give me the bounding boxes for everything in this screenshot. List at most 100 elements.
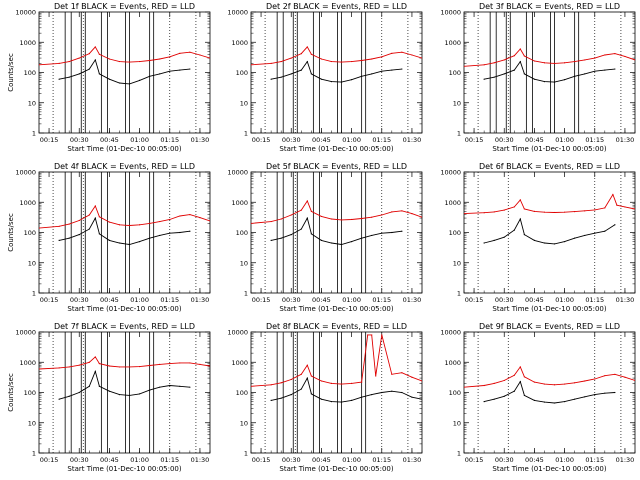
x-tick-label: 01:00 [555,136,574,144]
lld-data-point [118,60,121,63]
lld-data-point [574,211,576,213]
x-tick-label: 00:45 [312,456,331,464]
x-tick-label: 01:30 [616,296,635,304]
events-data-point [391,231,393,234]
lld-data-point [330,60,333,63]
x-tick-label: 00:45 [525,296,544,304]
x-tick-label: 01:30 [403,456,422,464]
x-tick-label: 00:45 [100,456,119,464]
lld-data-point [310,210,312,212]
events-data-point [340,243,343,246]
events-data-point [306,217,308,219]
y-tick-label: 10000 [15,169,36,177]
lld-data-point [88,214,90,216]
y-tick-label: 10000 [440,9,461,17]
x-tick-label: 00:15 [40,456,59,464]
y-tick-label: 1000 [231,199,248,207]
lld-data-point [563,211,566,213]
plot-frame [250,11,423,134]
events-data-point [330,242,333,244]
events-data-point [300,228,302,230]
x-tick-label: 01:30 [616,136,635,144]
lld-data-point [251,385,252,387]
events-data-point [483,242,485,244]
x-tick-label: 00:45 [525,136,544,144]
lld-data-point [270,62,272,64]
y-tick-label: 1000 [444,39,461,47]
x-tick-label: 01:00 [342,296,361,304]
lld-data-point [553,62,556,64]
events-data-point [604,230,606,232]
events-series-line [271,376,422,403]
y-tick-label: 100 [449,229,461,237]
y-tick-label: 10000 [15,329,36,337]
chart-panel-5: Det 5f BLACK = Events, RED = LLD 1 10 100 10… [227,162,423,313]
lld-data-point [290,378,292,381]
lld-series-line [251,46,422,66]
lld-data-point [513,374,515,376]
events-data-point [574,237,576,239]
x-tick-label: 01:30 [191,136,210,144]
y-tick-label: 10 [453,419,461,427]
lld-data-point [519,199,521,201]
lld-data-point [612,193,614,196]
lld-data-point [169,56,171,58]
x-tick-label: 01:15 [372,136,391,144]
chart-panel-9: Det 9f BLACK = Events, RED = LLD 1 10 100 10… [440,322,636,473]
lld-data-point [381,214,383,216]
lld-data-point [290,214,292,216]
events-data-point [306,60,308,63]
lld-data-point [604,375,606,377]
x-tick-label: 00:15 [252,136,271,144]
lld-data-point [169,363,171,365]
lld-data-point [300,53,302,55]
lld-data-point [624,376,626,378]
y-tick-label: 10 [240,259,248,267]
x-tick-label: 01:15 [585,456,604,464]
lld-data-point [574,60,576,63]
events-data-point [68,237,70,239]
lld-data-point [320,380,323,382]
events-data-point [361,396,363,398]
events-data-point [584,234,586,237]
y-tick-label: 1000 [231,359,248,367]
events-data-point [340,81,343,83]
lld-data-point [179,215,181,217]
events-data-point [401,68,403,70]
lld-data-point [306,46,308,48]
lld-data-point [513,206,515,208]
events-data-point [533,399,536,401]
plot-frame [463,171,636,294]
events-data-point [350,79,353,81]
lld-data-point [209,220,210,222]
lld-data-point [371,216,373,218]
lld-data-point [594,378,596,380]
lld-data-point [624,206,626,208]
y-tick-label: 1 [32,450,36,458]
events-data-point [128,243,131,246]
events-data-point [290,73,292,75]
lld-data-point [39,227,40,229]
x-axis-label: Start Time (01-Dec-10 00:05:00) [492,145,606,153]
lld-data-point [39,64,40,66]
y-tick-label: 10 [453,259,461,267]
lld-data-point [128,61,131,63]
lld-data-point [543,211,546,213]
lld-data-point [300,209,302,211]
lld-data-point [280,382,282,384]
lld-data-point [421,57,422,59]
x-tick-label: 01:00 [130,296,149,304]
y-tick-label: 1000 [19,359,36,367]
lld-data-point [300,373,302,375]
events-data-point [519,60,521,63]
chart-panel-3: Det 3f BLACK = Events, RED = LLD 1 10 100 10… [440,2,636,153]
lld-data-point [320,58,323,60]
lld-data-point [523,208,525,210]
x-tick-label: 00:45 [100,136,119,144]
x-tick-label: 01:15 [160,296,179,304]
lld-data-point [251,222,252,224]
lld-data-point [381,334,383,336]
panel-title: Det 3f BLACK = Events, RED = LLD [479,2,620,11]
lld-data-point [493,211,495,213]
